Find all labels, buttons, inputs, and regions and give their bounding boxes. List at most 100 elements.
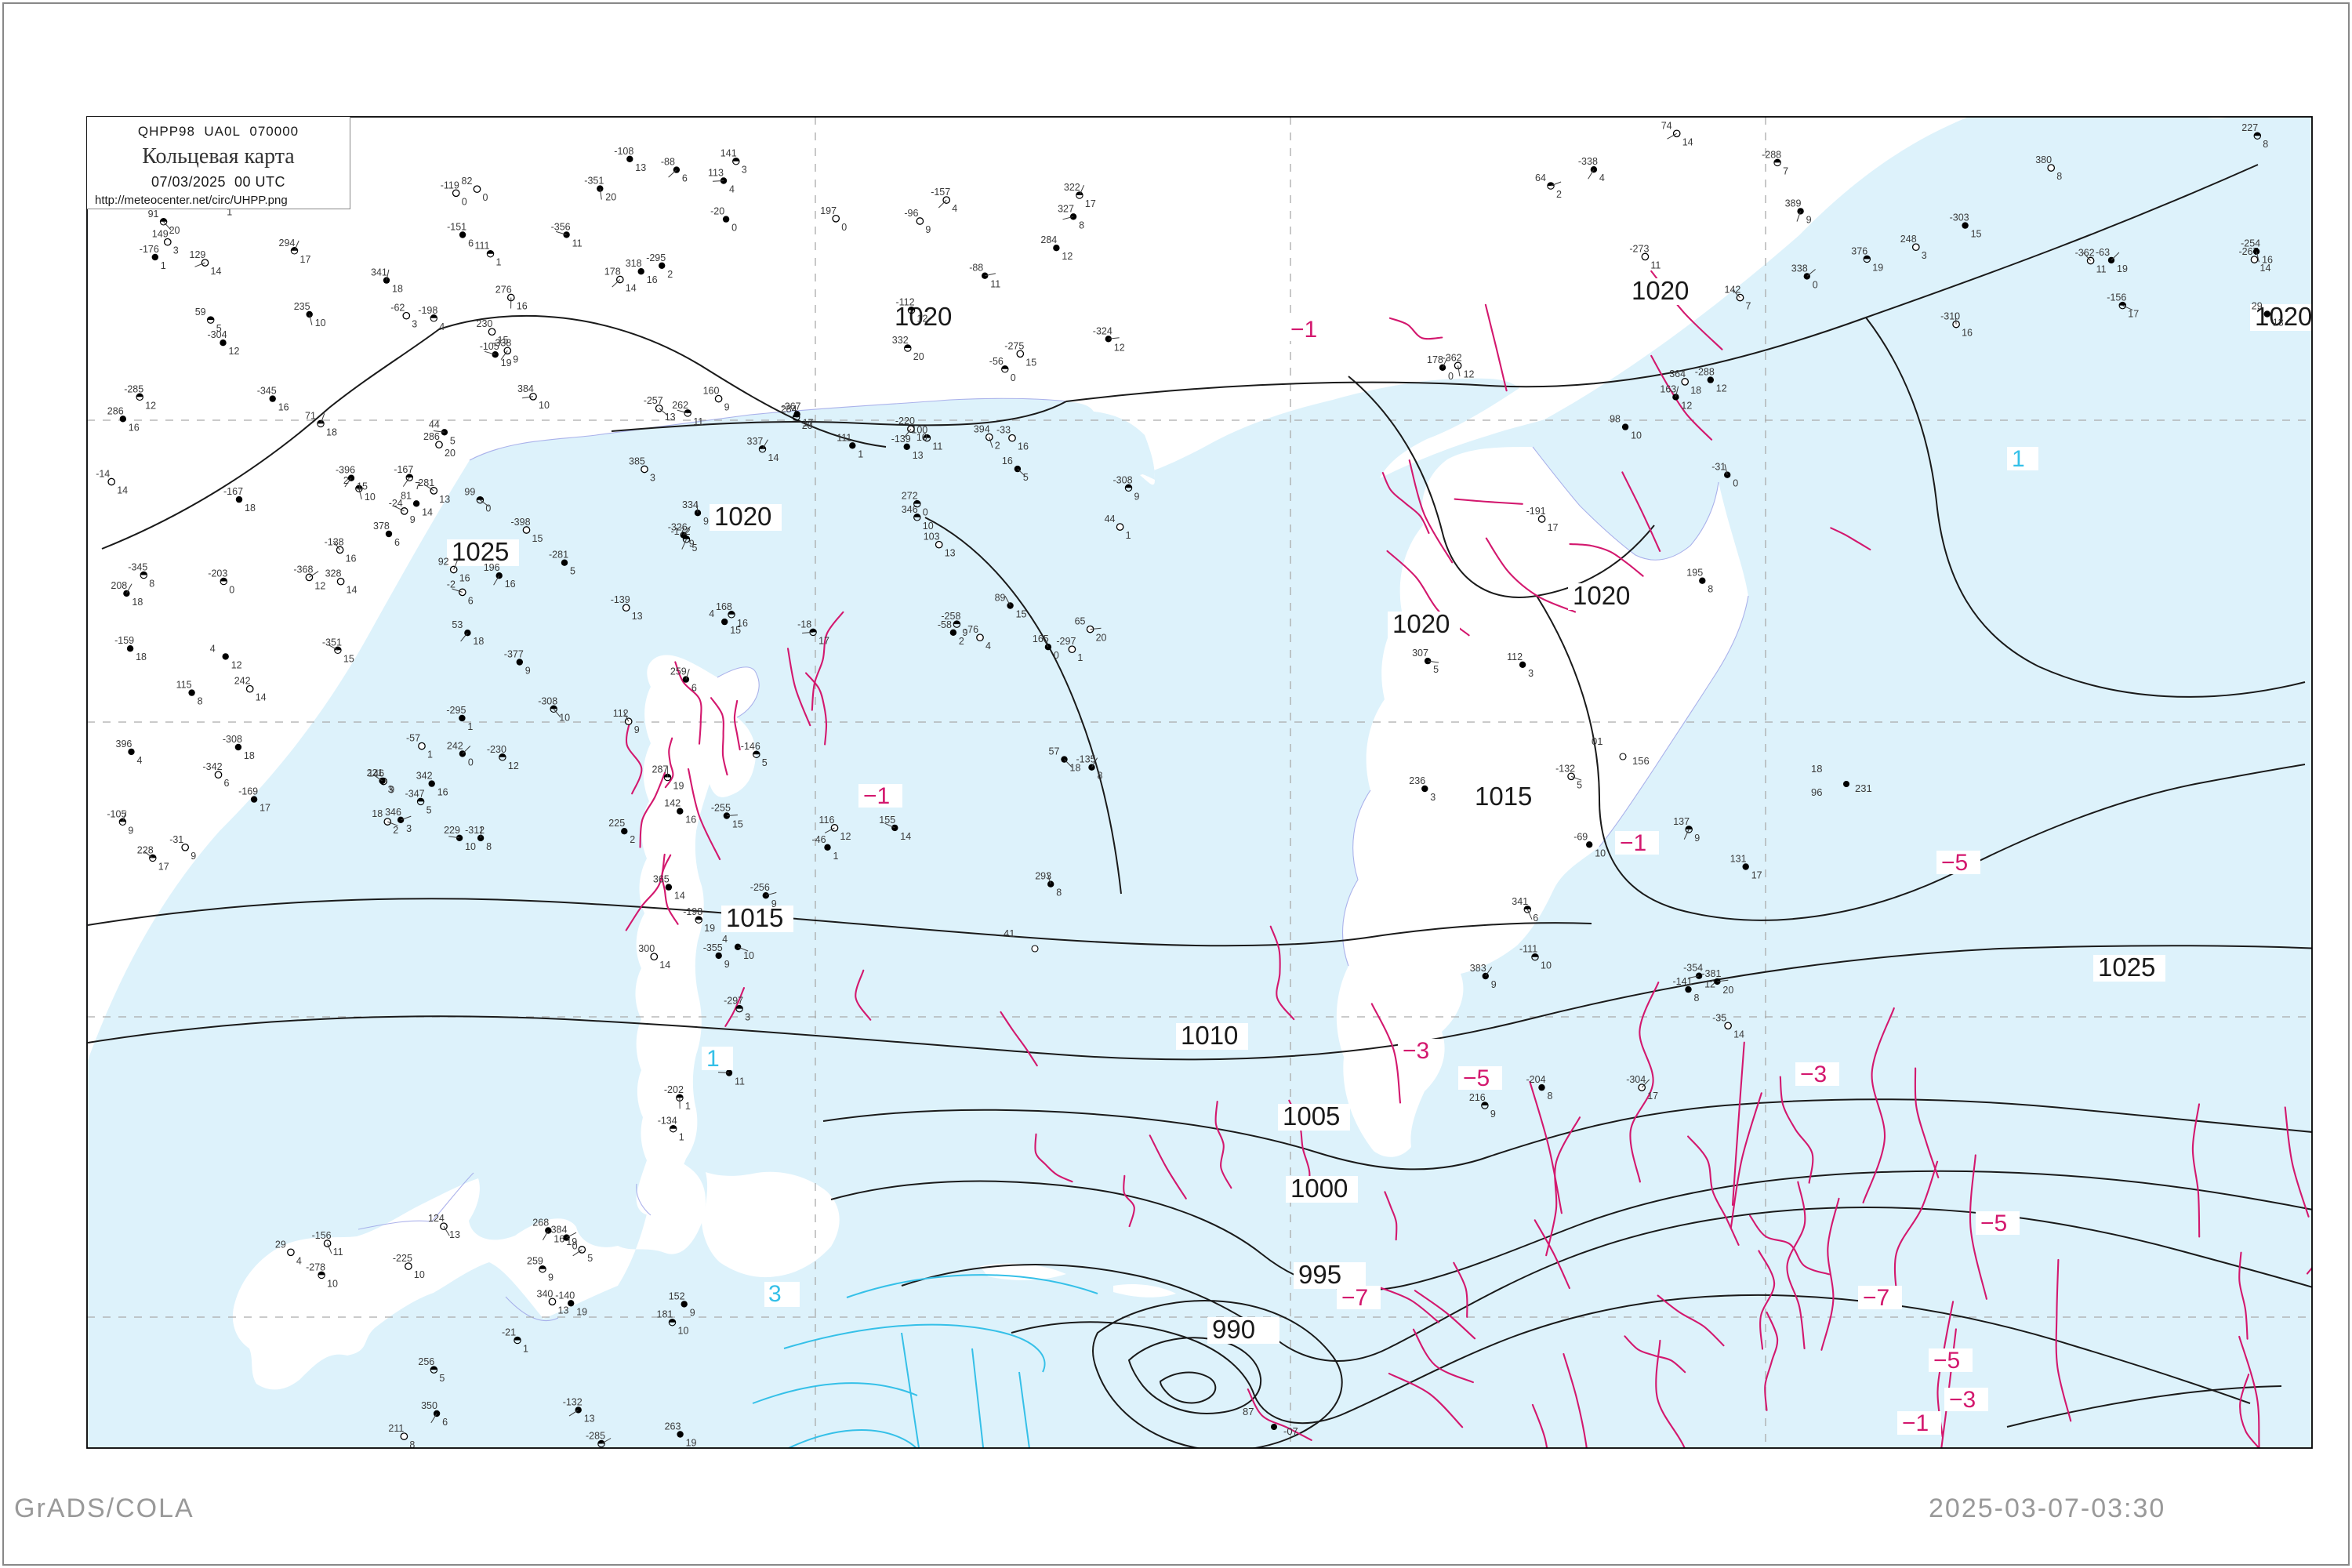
svg-text:89: 89 — [995, 593, 1006, 604]
svg-text:259: 259 — [527, 1256, 543, 1267]
svg-text:8: 8 — [1056, 887, 1062, 898]
svg-text:-345: -345 — [128, 562, 147, 573]
svg-text:-176: -176 — [140, 244, 159, 255]
svg-text:16: 16 — [685, 815, 696, 826]
svg-text:-304: -304 — [1626, 1074, 1646, 1085]
svg-text:-2: -2 — [447, 579, 456, 590]
svg-text:13: 13 — [632, 611, 643, 622]
svg-text:8: 8 — [1548, 1091, 1553, 1102]
svg-text:96: 96 — [1811, 786, 1822, 798]
svg-text:228: 228 — [137, 844, 154, 855]
svg-text:-198: -198 — [683, 906, 702, 917]
svg-text:337: 337 — [747, 436, 764, 447]
svg-text:15: 15 — [732, 819, 743, 830]
svg-text:1: 1 — [467, 721, 473, 732]
svg-text:208: 208 — [111, 580, 127, 591]
svg-text:20: 20 — [1722, 985, 1733, 996]
svg-text:11: 11 — [932, 441, 942, 452]
svg-text:10: 10 — [1541, 960, 1552, 971]
svg-text:19: 19 — [686, 1438, 697, 1449]
svg-text:18: 18 — [392, 284, 403, 295]
svg-text:8: 8 — [1098, 771, 1103, 782]
svg-text:376: 376 — [1851, 245, 1867, 256]
svg-text:2: 2 — [343, 475, 349, 486]
svg-text:235: 235 — [294, 301, 310, 312]
svg-text:-33: -33 — [996, 425, 1011, 436]
svg-text:16: 16 — [278, 402, 289, 413]
svg-text:16: 16 — [1962, 328, 1973, 339]
svg-text:17: 17 — [260, 803, 270, 814]
svg-text:-230: -230 — [487, 744, 506, 755]
svg-text:-338: -338 — [492, 337, 511, 348]
svg-text:6: 6 — [1533, 913, 1538, 924]
svg-text:4: 4 — [296, 1255, 302, 1266]
svg-text:364: 364 — [1669, 368, 1686, 379]
svg-text:-62: -62 — [390, 303, 405, 314]
svg-text:332: 332 — [892, 335, 909, 346]
svg-text:17: 17 — [803, 417, 814, 428]
svg-text:286: 286 — [423, 431, 440, 442]
svg-text:5: 5 — [1433, 664, 1439, 675]
svg-text:29: 29 — [275, 1239, 286, 1250]
svg-text:5: 5 — [570, 566, 575, 577]
svg-text:12: 12 — [1062, 251, 1073, 262]
svg-text:9: 9 — [724, 402, 730, 413]
svg-text:19: 19 — [704, 923, 715, 934]
svg-text:9: 9 — [525, 666, 531, 677]
svg-text:17: 17 — [1085, 198, 1096, 209]
svg-text:−1: −1 — [1620, 830, 1646, 856]
svg-text:-46: -46 — [812, 834, 826, 845]
svg-text:12: 12 — [1681, 400, 1692, 411]
svg-text:384: 384 — [517, 383, 534, 394]
svg-text:10: 10 — [678, 1326, 689, 1337]
svg-text:-362: -362 — [2075, 248, 2095, 259]
svg-text:-377: -377 — [504, 649, 524, 660]
svg-text:9: 9 — [724, 959, 730, 970]
svg-text:-257: -257 — [644, 395, 663, 406]
svg-text:-303: -303 — [1950, 212, 1969, 223]
svg-text:-273: -273 — [1629, 243, 1649, 254]
svg-text:-351: -351 — [584, 176, 604, 187]
svg-text:-225: -225 — [393, 1253, 412, 1264]
svg-text:19: 19 — [566, 1236, 577, 1247]
svg-text:-295: -295 — [646, 252, 666, 263]
svg-text:15: 15 — [532, 533, 543, 544]
svg-text:248: 248 — [1900, 234, 1917, 245]
svg-text:165: 165 — [1033, 633, 1049, 644]
svg-text:20: 20 — [1096, 633, 1107, 644]
svg-text:-69: -69 — [1573, 831, 1588, 842]
svg-text:17: 17 — [1751, 870, 1762, 881]
svg-text:18: 18 — [244, 750, 255, 761]
svg-text:-204: -204 — [1526, 1074, 1546, 1085]
svg-text:137: 137 — [1673, 816, 1690, 827]
svg-text:11: 11 — [2096, 264, 2107, 275]
svg-text:6: 6 — [468, 595, 474, 606]
svg-text:1015: 1015 — [1475, 782, 1532, 811]
svg-text:1: 1 — [685, 1101, 691, 1112]
svg-text:225: 225 — [608, 818, 625, 829]
svg-text:113: 113 — [708, 168, 724, 179]
svg-text:0: 0 — [483, 192, 488, 203]
svg-text:-169: -169 — [238, 786, 258, 797]
svg-text:149: 149 — [152, 229, 169, 240]
svg-text:-140: -140 — [555, 1290, 575, 1301]
svg-text:11: 11 — [735, 1076, 745, 1087]
svg-text:13: 13 — [558, 1305, 569, 1316]
svg-text:394: 394 — [974, 424, 990, 435]
svg-text:230: 230 — [477, 318, 493, 329]
svg-text:5: 5 — [587, 1253, 593, 1264]
svg-text:-285: -285 — [124, 383, 143, 394]
svg-text:-367: -367 — [782, 401, 801, 412]
svg-text:-112: -112 — [896, 297, 915, 308]
svg-text:12: 12 — [917, 314, 928, 325]
svg-text:-31: -31 — [169, 834, 183, 845]
svg-text:380: 380 — [2035, 154, 2052, 165]
svg-text:13: 13 — [584, 1413, 595, 1424]
svg-text:17: 17 — [1647, 1091, 1658, 1102]
svg-text:-288: -288 — [1762, 149, 1781, 160]
svg-text:0: 0 — [1813, 279, 1818, 290]
svg-text:1020: 1020 — [1573, 581, 1630, 610]
svg-text:-156: -156 — [2107, 292, 2126, 303]
svg-text:1: 1 — [523, 1344, 528, 1355]
svg-text:9: 9 — [191, 851, 196, 862]
